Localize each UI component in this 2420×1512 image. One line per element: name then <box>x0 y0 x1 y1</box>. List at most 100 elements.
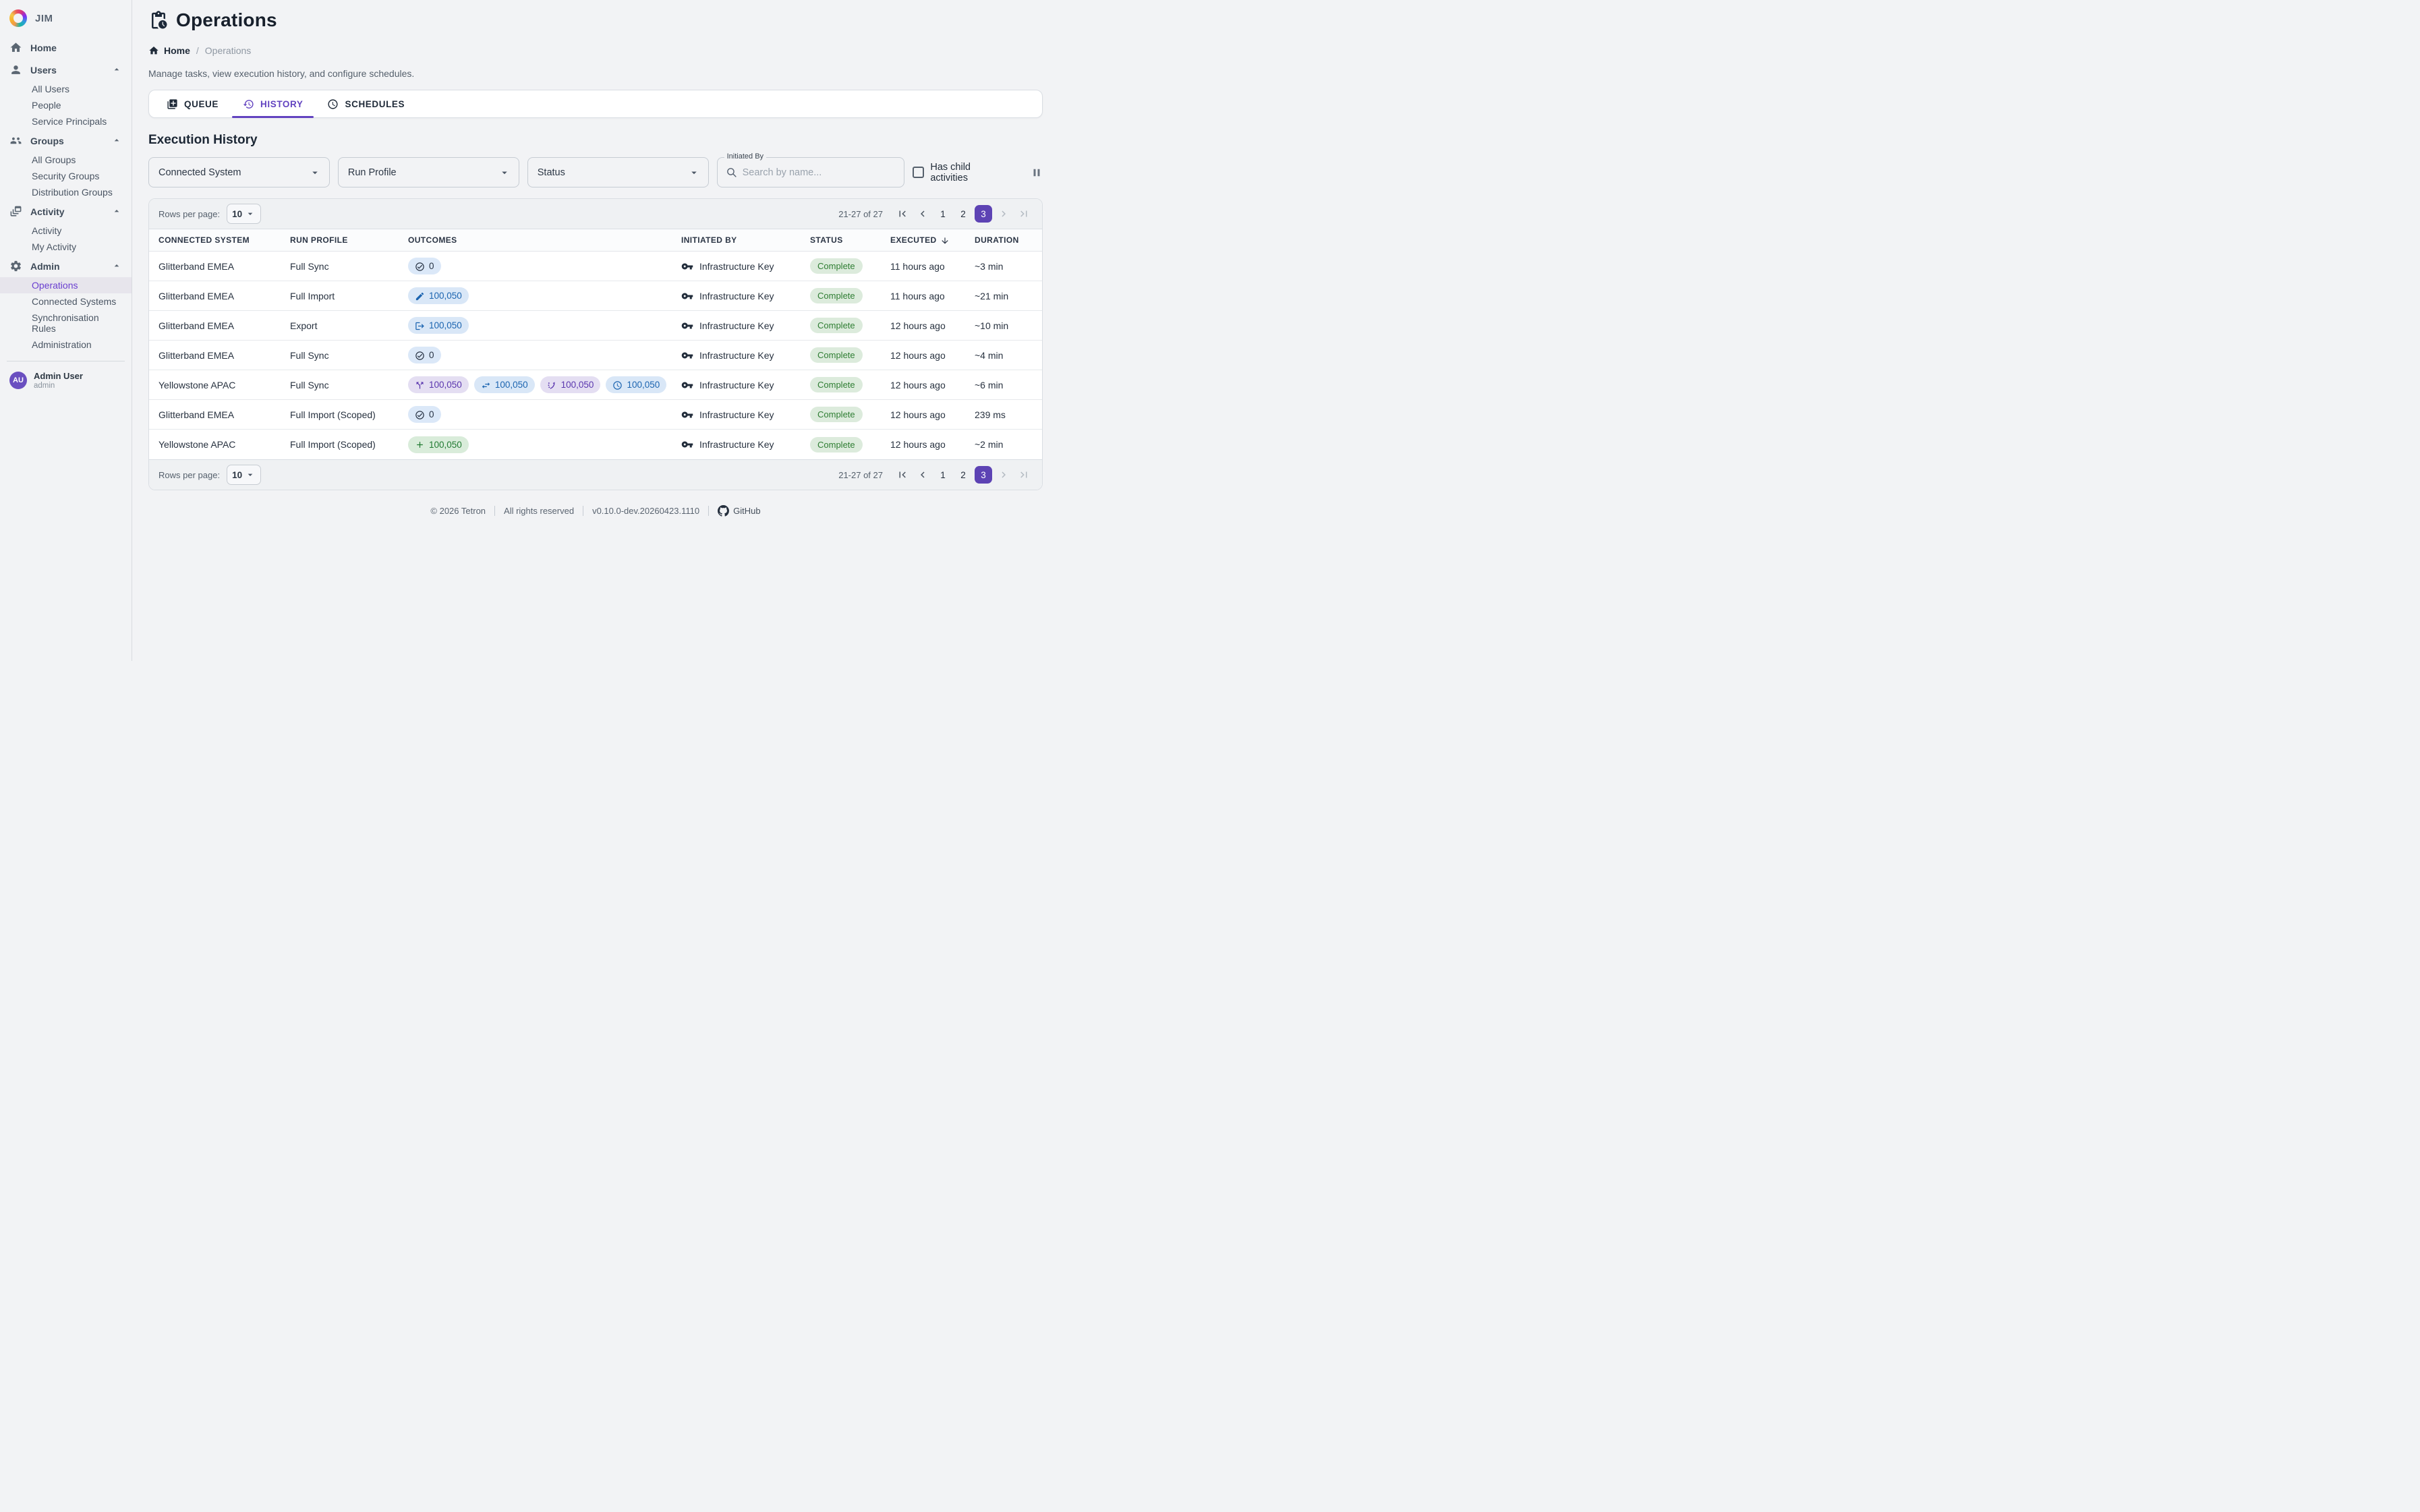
brand[interactable]: JIM <box>0 8 132 36</box>
cell-run-profile: Full Import (Scoped) <box>290 439 376 450</box>
cell-outcomes: 0 <box>408 347 681 364</box>
sidebar-item-all-users[interactable]: All Users <box>32 84 70 94</box>
cell-initiated-by: Infrastructure Key <box>681 290 810 302</box>
table-row[interactable]: Glitterband EMEA Export 100,050 Infrastruct… <box>149 311 1042 341</box>
sidebar-item-groups[interactable]: Groups <box>0 129 132 152</box>
sidebar-item-distribution-groups[interactable]: Distribution Groups <box>32 187 113 198</box>
sidebar-item-my-activity[interactable]: My Activity <box>32 241 77 252</box>
sidebar-item-administration[interactable]: Administration <box>32 339 92 350</box>
breadcrumb-separator: / <box>196 45 199 56</box>
column-header-initiated-by[interactable]: INITIATED BY <box>681 235 737 245</box>
connected-system-filter[interactable]: Connected System <box>148 157 330 188</box>
outcome-count: 0 <box>429 261 434 272</box>
status-badge: Complete <box>810 258 863 274</box>
initiated-by-label: Initiated By <box>724 152 767 161</box>
status-badge: Complete <box>810 288 863 304</box>
next-page-button[interactable] <box>995 466 1012 484</box>
sidebar-item-service-principals[interactable]: Service Principals <box>32 116 107 127</box>
outcome-count: 100,050 <box>560 380 594 390</box>
sidebar-item-activity[interactable]: Activity <box>32 225 62 236</box>
page-button-1[interactable]: 1 <box>940 208 946 219</box>
sidebar-item-operations[interactable]: Operations <box>0 277 132 293</box>
table-row[interactable]: Glitterband EMEA Full Import (Scoped) 0 Inf… <box>149 400 1042 430</box>
last-page-button[interactable] <box>1015 466 1033 484</box>
page-button-3[interactable]: 3 <box>975 205 992 223</box>
column-header-status[interactable]: STATUS <box>810 235 843 245</box>
sidebar-nav: Home Users All Users People Service Principa… <box>0 36 132 353</box>
outcome-count: 100,050 <box>494 380 528 390</box>
pagination-bottom: 21-27 of 27 1 2 3 <box>838 466 1033 484</box>
sidebar-item-people[interactable]: People <box>32 100 61 111</box>
footer: © 2026 Tetron All rights reserved v0.10.… <box>148 505 1043 517</box>
status-filter[interactable]: Status <box>527 157 709 188</box>
cell-initiated-by: Infrastructure Key <box>681 260 810 272</box>
footer-copyright: © 2026 Tetron <box>430 506 486 517</box>
chevron-up-icon <box>111 135 122 147</box>
user-card[interactable]: AU Admin User admin <box>0 368 132 392</box>
sidebar-item-home[interactable]: Home <box>0 36 132 59</box>
table-row[interactable]: Yellowstone APAC Full Import (Scoped) 100,… <box>149 430 1042 460</box>
column-header-duration[interactable]: DURATION <box>975 235 1019 245</box>
export-icon <box>415 320 425 331</box>
rows-per-page-select[interactable]: 10 <box>227 465 262 486</box>
run-profile-filter[interactable]: Run Profile <box>337 157 519 188</box>
initiated-by-search-input[interactable] <box>742 167 898 178</box>
chevron-up-icon <box>111 64 122 76</box>
key-icon <box>681 349 693 361</box>
github-link[interactable]: GitHub <box>718 505 761 517</box>
cell-run-profile: Full Sync <box>290 349 329 361</box>
sidebar-item-users[interactable]: Users <box>0 59 132 81</box>
cell-duration: 239 ms <box>975 409 1006 420</box>
previous-page-button[interactable] <box>914 466 931 484</box>
tab-schedules[interactable]: SCHEDULES <box>315 90 417 117</box>
column-header-connected-system[interactable]: CONNECTED SYSTEM <box>159 235 250 245</box>
column-header-executed[interactable]: EXECUTED <box>890 235 975 245</box>
column-header-run-profile[interactable]: RUN PROFILE <box>290 235 348 245</box>
previous-page-button[interactable] <box>914 205 931 223</box>
sidebar-item-synchronisation-rules[interactable]: Synchronisation Rules <box>32 312 99 334</box>
person-icon <box>9 63 22 76</box>
table-row[interactable]: Glitterband EMEA Full Sync 0 Infrastructure… <box>149 341 1042 371</box>
tab-history[interactable]: HISTORY <box>231 90 315 119</box>
page-button-2[interactable]: 2 <box>960 469 966 480</box>
cell-executed: 12 hours ago <box>890 379 946 390</box>
has-child-activities-checkbox[interactable] <box>913 167 925 179</box>
cell-outcomes: 100,050 <box>408 436 681 453</box>
last-page-button[interactable] <box>1015 205 1033 223</box>
pause-refresh-button[interactable] <box>1031 167 1043 179</box>
first-page-button[interactable] <box>894 466 911 484</box>
next-page-button[interactable] <box>995 205 1012 223</box>
gear-icon <box>9 260 22 272</box>
table-row[interactable]: Glitterband EMEA Full Sync 0 Infrastructure… <box>149 252 1042 282</box>
cell-status: Complete <box>810 347 890 364</box>
key-icon <box>681 290 693 302</box>
sidebar-item-connected-systems[interactable]: Connected Systems <box>32 296 117 307</box>
first-page-button[interactable] <box>894 205 911 223</box>
table-row[interactable]: Yellowstone APAC Full Sync 100,050 100,050 1… <box>149 370 1042 401</box>
chevron-down-icon <box>245 208 256 220</box>
tab-queue[interactable]: QUEUE <box>154 90 231 117</box>
check-circle-icon <box>415 261 425 272</box>
cell-duration: ~3 min <box>975 260 1004 272</box>
cell-connected-system: Glitterband EMEA <box>159 409 235 420</box>
chevron-down-icon <box>309 167 321 179</box>
table-row[interactable]: Glitterband EMEA Full Import 100,050 Infras… <box>149 281 1042 312</box>
chevron-up-icon <box>111 206 122 218</box>
sidebar-item-all-groups[interactable]: All Groups <box>32 154 76 165</box>
sidebar-item-security-groups[interactable]: Security Groups <box>32 171 100 181</box>
footer-divider <box>494 506 496 517</box>
outcome-pill-sparkle-arrow: 100,050 <box>540 376 601 394</box>
sidebar-item-activity[interactable]: Activity <box>0 200 132 223</box>
breadcrumb-home-link[interactable]: Home <box>148 45 190 56</box>
page-button-3[interactable]: 3 <box>975 466 992 484</box>
page-button-1[interactable]: 1 <box>940 469 946 480</box>
pause-icon <box>1031 167 1043 179</box>
rows-per-page-select[interactable]: 10 <box>227 204 262 225</box>
cell-executed: 11 hours ago <box>890 260 945 272</box>
sidebar-item-admin[interactable]: Admin <box>0 255 132 277</box>
page-button-2[interactable]: 2 <box>960 208 966 219</box>
column-header-outcomes[interactable]: OUTCOMES <box>408 235 457 245</box>
cell-connected-system: Yellowstone APAC <box>159 439 236 450</box>
footer-divider <box>708 506 710 517</box>
has-child-activities-checkbox-group[interactable]: Has child activities <box>913 162 1010 183</box>
